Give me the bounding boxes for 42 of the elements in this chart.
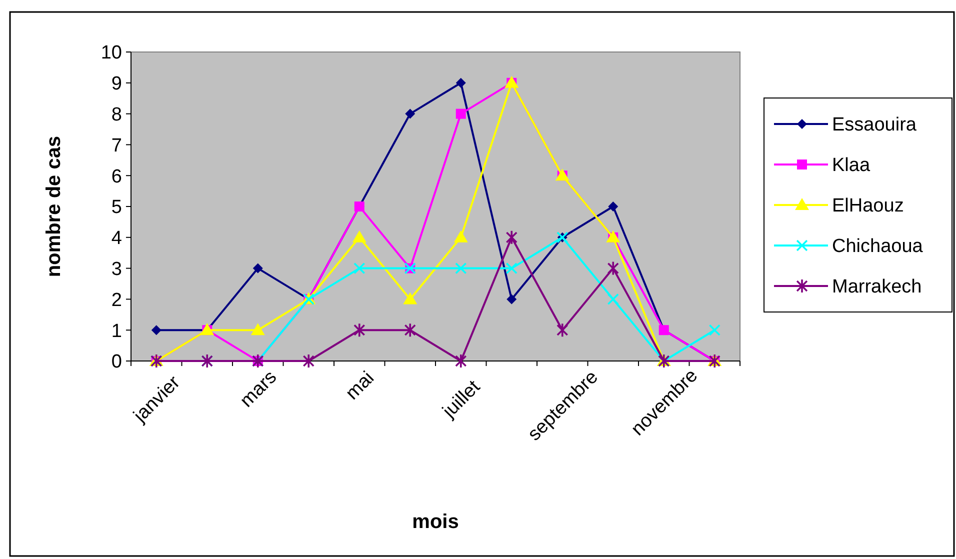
point — [556, 324, 568, 337]
y-tick-label: 6 — [111, 166, 122, 188]
legend-label: ElHaouz — [832, 196, 904, 217]
y-tick-label: 5 — [111, 197, 122, 218]
legend-label: Klaa — [832, 155, 870, 176]
point — [404, 324, 416, 337]
point — [454, 230, 468, 242]
point — [608, 202, 618, 212]
x-axis-title: mois — [412, 511, 459, 533]
y-tick-label: 8 — [111, 104, 122, 126]
y-axis-title: nombre de cas — [43, 136, 65, 278]
y-tick-label: 2 — [111, 290, 122, 311]
point — [252, 263, 263, 274]
point — [151, 325, 162, 336]
point — [455, 262, 466, 274]
y-tick-label: 9 — [111, 74, 122, 95]
point — [506, 230, 518, 244]
point — [608, 262, 619, 275]
point — [303, 354, 314, 368]
point — [709, 324, 720, 336]
point — [354, 262, 365, 274]
y-tick-label: 7 — [111, 135, 122, 156]
legend-label: Marrakech — [832, 276, 922, 298]
y-tick-label: 10 — [100, 42, 122, 64]
point — [506, 262, 518, 274]
y-tick-label: 0 — [111, 352, 122, 373]
point — [405, 108, 416, 119]
point — [456, 78, 466, 88]
point — [608, 294, 619, 305]
point — [456, 108, 466, 119]
point — [354, 324, 365, 337]
x-tick-label: mai — [342, 368, 378, 404]
point — [506, 294, 517, 304]
legend-label: Chichaoua — [832, 236, 924, 258]
y-tick-label: 3 — [111, 258, 122, 280]
point — [403, 292, 418, 304]
point — [250, 323, 265, 336]
point — [352, 230, 366, 242]
point — [455, 354, 466, 368]
y-tick-label: 1 — [111, 320, 122, 342]
legend-label: Essaouira — [832, 114, 917, 136]
y-tick-label: 4 — [111, 228, 122, 250]
